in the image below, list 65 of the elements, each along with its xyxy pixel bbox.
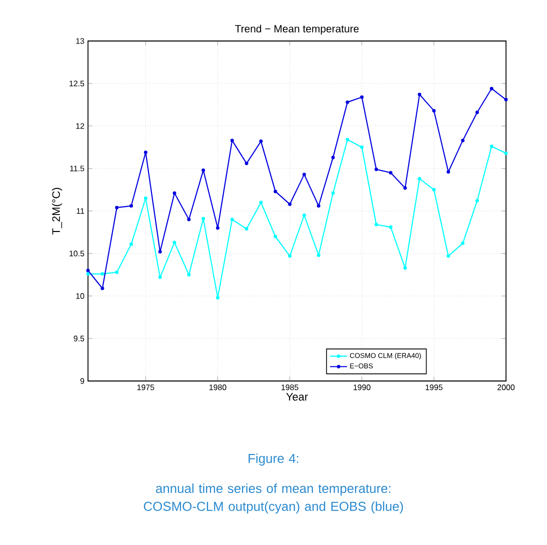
point [490,144,494,148]
point [388,225,392,229]
point [129,204,133,208]
point [461,242,465,246]
point [100,286,104,290]
point [446,254,450,258]
point [187,273,191,276]
point [446,170,450,174]
point [302,172,306,176]
point [346,100,350,104]
point [288,202,292,206]
point [403,186,407,190]
text: annual time series of mean temperature: COSMO-CLM output(cyan) and EOBS (blue) [144,484,403,514]
point [418,176,422,180]
point [202,216,206,220]
point [316,253,320,257]
point [172,240,176,244]
point [129,242,133,246]
point [331,156,335,160]
x-axis-title: Year [286,393,308,401]
point [504,151,508,155]
point [216,226,220,230]
point [432,188,436,192]
point [274,234,278,238]
point [504,98,508,102]
point [302,214,306,217]
point [475,110,479,114]
point [115,270,119,274]
point [86,272,90,276]
point [158,250,162,254]
point [403,266,407,270]
point [388,171,392,174]
point [230,138,234,142]
point [346,138,350,142]
point [244,227,248,231]
caption: Figure 4: [248,454,298,466]
point [374,222,378,226]
point [244,162,248,166]
point [187,218,191,222]
point [331,191,335,195]
point [360,95,364,99]
point [274,190,278,194]
point [230,218,234,222]
y-axis-title: T_2M(°C) [52,188,62,235]
point [144,196,148,200]
point [316,204,320,208]
point [115,206,119,210]
point [216,296,220,300]
point [461,138,465,142]
chart-title: Trend − Mean temperature [235,24,359,34]
point [475,199,479,203]
point [432,108,436,112]
point [288,254,292,258]
point [374,168,378,172]
point [172,191,176,195]
point [418,92,422,96]
point [86,268,90,272]
point [144,150,148,154]
point [202,168,206,172]
point [490,86,494,90]
point [259,200,263,204]
point [259,140,263,144]
point [158,276,162,280]
point [360,146,364,149]
point [100,272,104,276]
